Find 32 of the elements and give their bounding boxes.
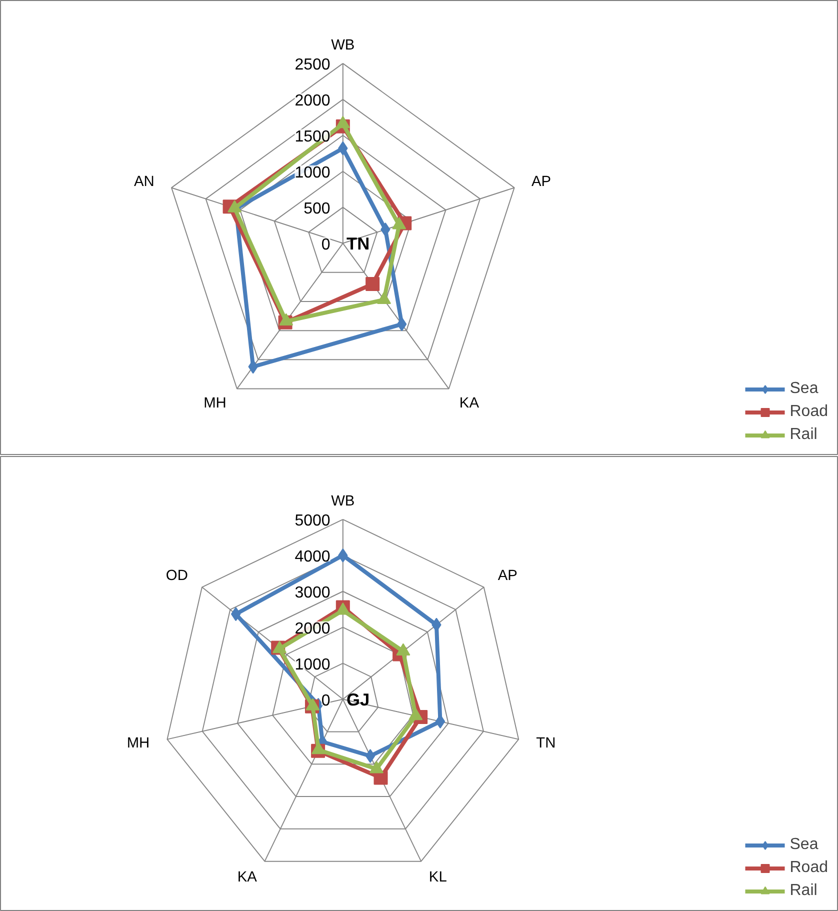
spoke-label: WB bbox=[331, 493, 355, 510]
spoke-label: MH bbox=[204, 395, 226, 412]
spoke-label: AP bbox=[531, 174, 552, 190]
y-tick-label: 500 bbox=[304, 200, 330, 218]
spoke-label: AN bbox=[134, 174, 154, 190]
spoke-label: WB bbox=[331, 37, 355, 54]
y-tick-label: 1000 bbox=[294, 164, 330, 182]
y-tick-label: 1000 bbox=[294, 656, 330, 674]
y-tick-label: 5000 bbox=[294, 512, 330, 530]
y-tick-label: 2500 bbox=[294, 56, 330, 74]
legend-label: Road bbox=[790, 403, 828, 421]
spoke-label: AP bbox=[498, 568, 518, 584]
legend-label: Rail bbox=[790, 882, 818, 900]
text: TN bbox=[346, 233, 370, 254]
spoke-label: MH bbox=[126, 735, 150, 752]
legend-label: Road bbox=[790, 859, 828, 877]
spoke-label: TN bbox=[536, 735, 556, 752]
legend-label: Sea bbox=[790, 380, 818, 398]
spoke-label: KA bbox=[459, 395, 480, 412]
y-tick-label: 2000 bbox=[294, 92, 330, 110]
y-tick-label: 4000 bbox=[294, 548, 330, 566]
spoke-label: KA bbox=[237, 870, 258, 886]
text: GJ bbox=[346, 689, 370, 710]
legend-label: Rail bbox=[790, 426, 818, 444]
legend-label: Sea bbox=[790, 836, 818, 854]
y-tick-label: 0 bbox=[321, 236, 330, 254]
spoke-label: KL bbox=[428, 870, 447, 886]
y-tick-label: 1500 bbox=[294, 128, 330, 146]
y-tick-label: 0 bbox=[321, 692, 330, 710]
y-tick-label: 3000 bbox=[294, 584, 330, 602]
y-tick-label: 2000 bbox=[294, 620, 330, 638]
spoke-label: OD bbox=[166, 568, 188, 584]
